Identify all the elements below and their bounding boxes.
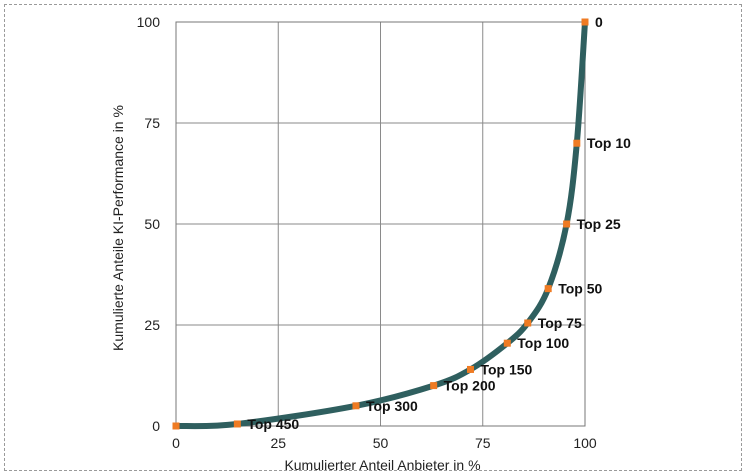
data-point (233, 420, 241, 428)
data-point (430, 382, 438, 390)
x-tick-label: 75 (475, 435, 491, 451)
data-point (172, 422, 180, 430)
data-point-label: Top 25 (577, 216, 621, 232)
data-point (563, 220, 571, 228)
chart-frame (4, 4, 742, 471)
data-point-label: 0 (595, 14, 603, 30)
plot-border (175, 21, 586, 427)
x-tick-label: 100 (573, 435, 597, 451)
y-tick-label: 25 (144, 317, 160, 333)
data-point-label: Top 200 (444, 378, 496, 394)
y-tick-label: 75 (144, 115, 160, 131)
data-point-label: Top 150 (480, 361, 532, 377)
x-tick-label: 25 (270, 435, 286, 451)
data-point (573, 139, 581, 147)
data-point-label: Top 75 (538, 315, 582, 331)
tick-labels: 0 25 50 75 100 0 25 50 75 100 (137, 14, 597, 451)
data-point-label: Top 10 (587, 135, 631, 151)
data-point-label: Top 50 (558, 281, 602, 297)
y-tick-label: 50 (144, 216, 160, 232)
data-point (466, 365, 474, 373)
data-point (524, 319, 532, 327)
data-point (544, 285, 552, 293)
x-tick-label: 50 (373, 435, 389, 451)
data-point (503, 339, 511, 347)
y-axis-title: Kumulierte Anteile KI-Performance in % (110, 105, 126, 351)
data-point-label: Top 300 (366, 398, 418, 414)
data-point-label: Top 450 (247, 416, 299, 432)
data-point-label: Top 100 (517, 335, 569, 351)
x-tick-label: 0 (172, 435, 180, 451)
y-tick-label: 100 (137, 14, 161, 30)
y-tick-label: 0 (152, 418, 160, 434)
curve-series (172, 18, 589, 430)
data-point (581, 18, 589, 26)
x-axis-title: Kumulierter Anteil Anbieter in % (284, 457, 480, 473)
data-point (352, 402, 360, 410)
